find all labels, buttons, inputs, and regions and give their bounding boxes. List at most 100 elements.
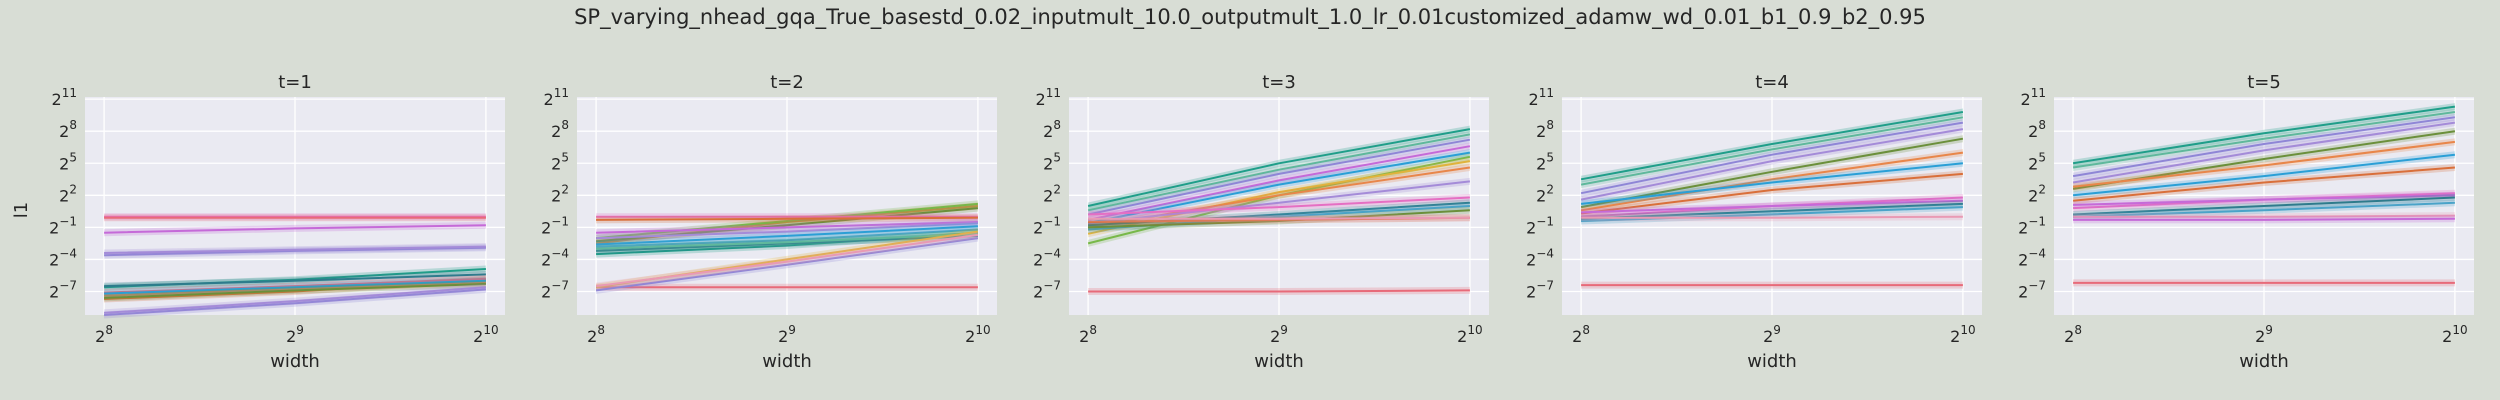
y-tick-label: 25: [2028, 150, 2046, 173]
series-line: [1088, 216, 1470, 220]
y-tick-label: 2−7: [541, 278, 569, 301]
y-tick-label: 25: [1536, 150, 1554, 173]
y-tick-label: 2−4: [49, 246, 77, 269]
series-line: [1087, 133, 1471, 212]
y-tick-label: 211: [1529, 86, 1554, 109]
panel-title: t=3: [1262, 72, 1296, 93]
panel-5: t=5 211 28 25 22 2−1 2−4 2−7 28 29 210 width: [2018, 72, 2474, 372]
series-line: [1581, 202, 1963, 220]
y-tick-label: 2−4: [1526, 246, 1554, 269]
x-tick-label: 29: [2255, 323, 2273, 346]
panel-title: t=1: [278, 72, 312, 93]
x-tick-label: 28: [587, 323, 605, 346]
series-line: [2072, 140, 2456, 188]
y-tick-label: 22: [551, 182, 569, 205]
y-tick-label: 22: [1043, 182, 1061, 205]
series-line: [104, 273, 486, 288]
y-tick-label: 211: [2021, 86, 2046, 109]
y-tick-label: 2−7: [2018, 278, 2046, 301]
y-tick-label: 2−7: [1033, 278, 1061, 301]
series-line: [2072, 116, 2456, 178]
y-tick-label: 211: [544, 86, 569, 109]
series-line: [1581, 206, 1963, 222]
x-tick-label: 29: [1270, 323, 1288, 346]
x-axis-label: width: [270, 351, 320, 372]
series-line: [2072, 121, 2456, 184]
panel-1: t=1 211 28 25 22 2−1 2−4 2−7 28 29 210 width: [49, 72, 505, 372]
y-tick-label: 28: [1536, 118, 1554, 141]
series-line: [1580, 111, 1964, 181]
series-line: [1087, 160, 1471, 235]
series-line: [1088, 289, 1470, 293]
x-axis-label: width: [762, 351, 812, 372]
series-line: [596, 228, 978, 248]
series-line: [2072, 111, 2456, 169]
series-line: [104, 281, 486, 297]
x-tick-label: 29: [286, 323, 304, 346]
panel-title: t=2: [770, 72, 804, 93]
series-band: [2073, 138, 2455, 191]
series-line: [2073, 196, 2455, 216]
series-line: [104, 279, 486, 295]
series-line: [2072, 105, 2456, 165]
series-band: [1581, 159, 1963, 208]
x-tick-label: 210: [965, 323, 990, 346]
series-line: [1088, 209, 1470, 229]
y-tick-label: 25: [59, 150, 77, 173]
series-band: [2073, 151, 2455, 199]
series-line: [104, 288, 486, 316]
series-line: [2073, 217, 2455, 221]
y-tick-label: 211: [1036, 86, 1061, 109]
series-line: [1581, 199, 1963, 214]
x-tick-label: 29: [778, 323, 796, 346]
series-band: [2073, 108, 2455, 171]
series-line: [2073, 214, 2455, 218]
series-line: [1580, 116, 1964, 186]
series-line: [596, 225, 978, 246]
series-line: [1580, 121, 1964, 195]
x-axis-label: width: [2239, 351, 2289, 372]
y-tick-label: 2−7: [49, 278, 77, 301]
panel-3: t=3 211 28 25 22 2−1 2−4 2−7 28 29 210 width: [1033, 72, 1489, 372]
series-line: [1580, 162, 1964, 205]
y-axis-label: l1: [11, 202, 32, 218]
series-line: [596, 222, 978, 240]
y-tick-label: 28: [2028, 118, 2046, 141]
series-line: [104, 246, 486, 257]
series-line: [2073, 166, 2455, 202]
y-tick-label: 2−1: [1526, 214, 1554, 237]
x-tick-label: 210: [473, 323, 498, 346]
series-line: [1087, 128, 1471, 207]
y-tick-label: 28: [59, 118, 77, 141]
y-tick-label: 22: [59, 182, 77, 205]
series-band: [596, 230, 978, 253]
series-line: [1581, 215, 1963, 219]
series-line: [1580, 128, 1964, 201]
series-line: [104, 224, 486, 234]
y-tick-label: 2−1: [49, 214, 77, 237]
y-tick-label: 2−1: [1033, 214, 1061, 237]
x-tick-label: 210: [1950, 323, 1975, 346]
y-tick-label: 211: [52, 86, 77, 109]
y-tick-label: 22: [1536, 182, 1554, 205]
panel-4: t=4 211 28 25 22 2−1 2−4 2−7 28 29 210 width: [1526, 72, 1982, 372]
series-line: [1087, 138, 1471, 216]
series-line: [104, 277, 486, 294]
y-tick-label: 2−4: [541, 246, 569, 269]
series-band: [104, 283, 486, 317]
series-line: [595, 237, 979, 292]
x-tick-label: 210: [2442, 323, 2467, 346]
series-line: [596, 221, 978, 234]
series-line: [1580, 137, 1964, 209]
y-tick-label: 2−7: [1526, 278, 1554, 301]
y-tick-label: 2−4: [2018, 246, 2046, 269]
figure-suptitle: SP_varying_nhead_gqa_True_basestd_0.02_i…: [574, 5, 1926, 30]
x-axis-label: width: [1254, 351, 1304, 372]
series-line: [104, 283, 486, 299]
series-line: [2073, 201, 2455, 218]
panel-title: t=5: [2247, 72, 2281, 93]
series-band: [2073, 189, 2455, 212]
x-tick-label: 28: [1572, 323, 1590, 346]
x-tick-label: 28: [95, 323, 113, 346]
